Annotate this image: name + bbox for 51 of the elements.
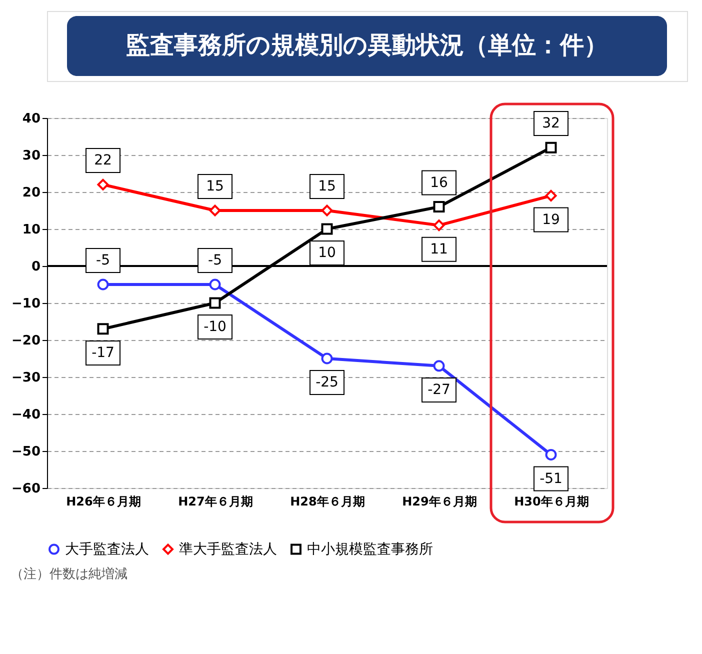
point (321, 204, 333, 216)
y-tick-label: 20 (22, 186, 40, 200)
point (545, 448, 557, 460)
data-label: 16 (430, 174, 448, 191)
x-tick-label: H29年６月期 (402, 494, 477, 508)
data-label: 19 (542, 212, 560, 228)
point (433, 360, 445, 372)
legend-label: 大手監査法人 (65, 541, 149, 558)
y-tick-label: 40 (22, 112, 40, 126)
x-tick-label: H26年６月期 (66, 494, 141, 508)
x-tick-label: H28年６月期 (290, 494, 365, 508)
data-label: -27 (428, 382, 450, 398)
y-tick-label: −50 (12, 444, 40, 460)
data-label: 10 (318, 245, 336, 262)
y-tick-label: −30 (12, 370, 40, 386)
data-label: -51 (540, 470, 562, 487)
point (321, 352, 333, 364)
y-tick-label: −10 (12, 296, 40, 312)
data-label: -5 (96, 252, 110, 268)
point (97, 323, 109, 335)
y-tick-label: −60 (12, 482, 40, 496)
data-label: -5 (208, 252, 222, 268)
data-label: 15 (206, 178, 224, 194)
y-tick-label: 10 (22, 222, 40, 238)
y-tick-label: 30 (22, 148, 40, 164)
data-label: 15 (318, 178, 336, 194)
x-tick-label: H27年６月期 (178, 494, 253, 508)
legend-label: 準大手監査法人 (179, 541, 277, 558)
y-tick-label: 0 (31, 260, 40, 274)
point (97, 278, 109, 290)
point (545, 190, 557, 202)
y-tick-label: −20 (12, 334, 40, 348)
data-label: -10 (204, 319, 226, 336)
point (321, 223, 333, 235)
data-label: -25 (316, 374, 338, 391)
point (209, 204, 221, 216)
point (209, 278, 221, 290)
data-label: 22 (94, 152, 112, 169)
point (209, 297, 221, 309)
y-tick-label: −40 (12, 408, 40, 422)
x-tick-label: H30年６月期 (514, 494, 589, 508)
legend-label: 中小規模監査事務所 (307, 541, 433, 558)
data-label: 11 (430, 241, 448, 258)
text: （注）件数は純増減 (10, 566, 128, 582)
data-label: 32 (542, 116, 560, 132)
point (433, 220, 445, 232)
data-label: -17 (92, 344, 114, 361)
chart-title: 監査事務所の規模別の異動状況（単位：件） (126, 31, 608, 59)
point (97, 178, 109, 190)
point (545, 142, 557, 154)
point (433, 201, 445, 213)
